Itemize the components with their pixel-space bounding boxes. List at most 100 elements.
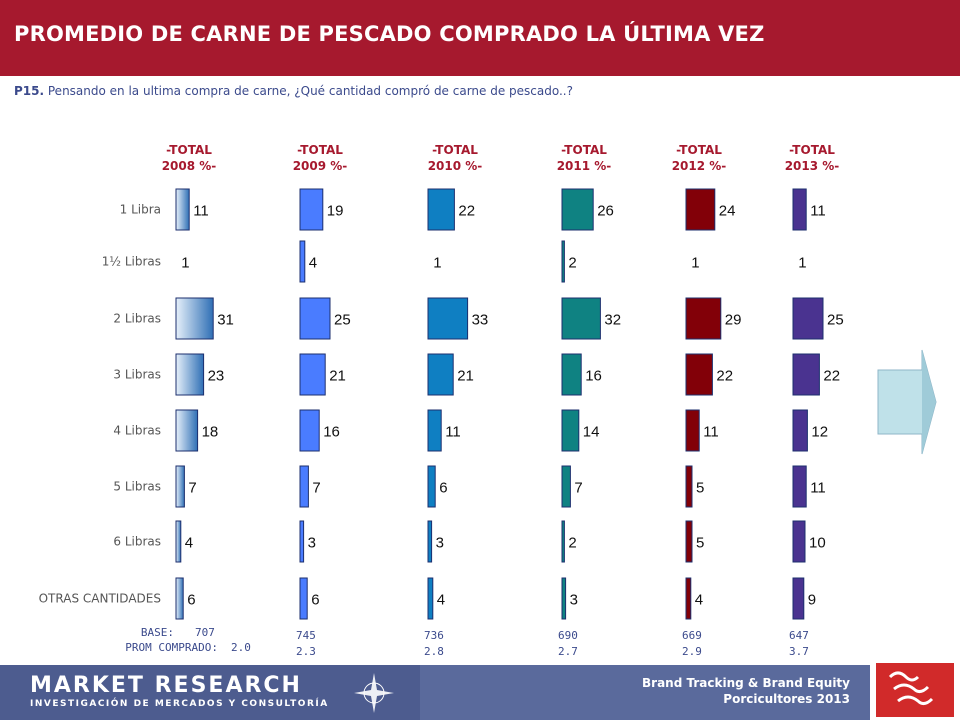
data-label: 4 — [309, 255, 317, 272]
data-label: 16 — [585, 368, 602, 385]
data-label: 5 — [696, 535, 704, 552]
data-label: 32 — [604, 312, 621, 329]
footer-study-info: Brand Tracking & Brand Equity Porciculto… — [600, 675, 850, 707]
base-value: 707 — [195, 626, 215, 639]
bar — [299, 240, 306, 283]
data-label: 4 — [437, 592, 445, 609]
series-header: 2012 %- — [672, 159, 727, 173]
series-header: -TOTAL — [676, 143, 722, 157]
header-banner: PROMEDIO DE CARNE DE PESCADO COMPRADO LA… — [0, 0, 960, 76]
market-research-logo: MARKET RESEARCH INVESTIGACIÓN DE MERCADO… — [0, 665, 420, 720]
data-label: 26 — [597, 203, 614, 220]
data-label: 2 — [568, 535, 576, 552]
compass-icon — [354, 673, 394, 713]
series-header: -TOTAL — [789, 143, 835, 157]
bar — [175, 520, 182, 563]
bar — [685, 577, 692, 620]
bar — [792, 520, 806, 563]
bar — [685, 297, 722, 340]
data-label: 11 — [703, 424, 719, 441]
client-logo-mark — [876, 663, 954, 717]
bar — [427, 577, 434, 620]
data-label: 7 — [188, 480, 196, 497]
category-label: 2 Libras — [113, 312, 161, 326]
logo-subtitle: INVESTIGACIÓN DE MERCADOS Y CONSULTORÍA — [30, 699, 329, 709]
category-label: 1½ Libras — [102, 255, 161, 269]
bar — [561, 297, 601, 340]
data-label: 6 — [187, 592, 195, 609]
data-label: 1 — [798, 255, 806, 272]
bar — [561, 188, 594, 231]
base-value: 690 — [558, 629, 578, 642]
data-label: 10 — [809, 535, 826, 552]
data-label: 23 — [208, 368, 225, 385]
prom-value: 3.7 — [789, 645, 809, 658]
series-header: 2013 %- — [785, 159, 840, 173]
prom-value: 2.9 — [682, 645, 702, 658]
data-label: 3 — [308, 535, 316, 552]
data-label: 3 — [436, 535, 444, 552]
bar — [427, 409, 442, 452]
footer-bar: MARKET RESEARCH INVESTIGACIÓN DE MERCADO… — [0, 665, 960, 720]
bar — [299, 520, 305, 563]
series-header: 2008 %- — [162, 159, 217, 173]
question-text: P15. Pensando en la ultima compra de car… — [14, 84, 573, 98]
question-body: Pensando en la ultima compra de carne, ¿… — [44, 84, 573, 98]
series-header: -TOTAL — [561, 143, 607, 157]
data-label: 1 — [691, 255, 699, 272]
bar — [299, 297, 331, 340]
bar — [427, 188, 455, 231]
data-label: 6 — [439, 480, 447, 497]
category-label: 4 Libras — [113, 424, 161, 438]
bar — [299, 465, 309, 508]
data-label: 12 — [811, 424, 828, 441]
next-arrow-icon[interactable] — [872, 340, 942, 469]
category-label: 5 Libras — [113, 480, 161, 494]
data-label: 3 — [570, 592, 578, 609]
bar — [299, 409, 320, 452]
data-label: 33 — [472, 312, 489, 329]
category-label: 6 Libras — [113, 535, 161, 549]
logo-title: MARKET RESEARCH — [30, 673, 302, 698]
bar — [175, 465, 185, 508]
bar — [792, 353, 820, 396]
page-title: PROMEDIO DE CARNE DE PESCADO COMPRADO LA… — [14, 22, 765, 46]
series-header: -TOTAL — [432, 143, 478, 157]
prom-value: 2.0 — [231, 641, 251, 654]
data-label: 5 — [696, 480, 704, 497]
bar — [175, 353, 205, 396]
data-label: 1 — [433, 255, 441, 272]
bar — [175, 409, 199, 452]
footer-study-line2: Porcicultores 2013 — [723, 692, 850, 706]
bar — [792, 297, 824, 340]
bar — [561, 577, 567, 620]
bar — [685, 353, 713, 396]
category-label: 1 Libra — [120, 203, 161, 217]
bar — [561, 409, 580, 452]
data-label: 11 — [810, 480, 826, 497]
data-label: 11 — [445, 424, 461, 441]
bar — [561, 520, 565, 563]
bar — [685, 409, 700, 452]
prom-value: 2.3 — [296, 645, 316, 658]
data-label: 25 — [827, 312, 844, 329]
data-label: 21 — [457, 368, 474, 385]
bar — [561, 240, 565, 283]
bar — [792, 188, 807, 231]
data-label: 22 — [823, 368, 840, 385]
data-label: 7 — [574, 480, 582, 497]
client-logo — [870, 660, 960, 720]
series-header: -TOTAL — [297, 143, 343, 157]
base-value: 647 — [789, 629, 809, 642]
bar — [561, 353, 582, 396]
bar — [685, 520, 693, 563]
data-label: 9 — [808, 592, 816, 609]
base-value: 745 — [296, 629, 316, 642]
data-label: 21 — [329, 368, 346, 385]
bar — [685, 188, 716, 231]
series-header: 2010 %- — [428, 159, 483, 173]
bar — [427, 465, 436, 508]
bar — [427, 353, 454, 396]
data-label: 19 — [327, 203, 344, 220]
prom-label: PROM COMPRADO: — [125, 641, 218, 654]
